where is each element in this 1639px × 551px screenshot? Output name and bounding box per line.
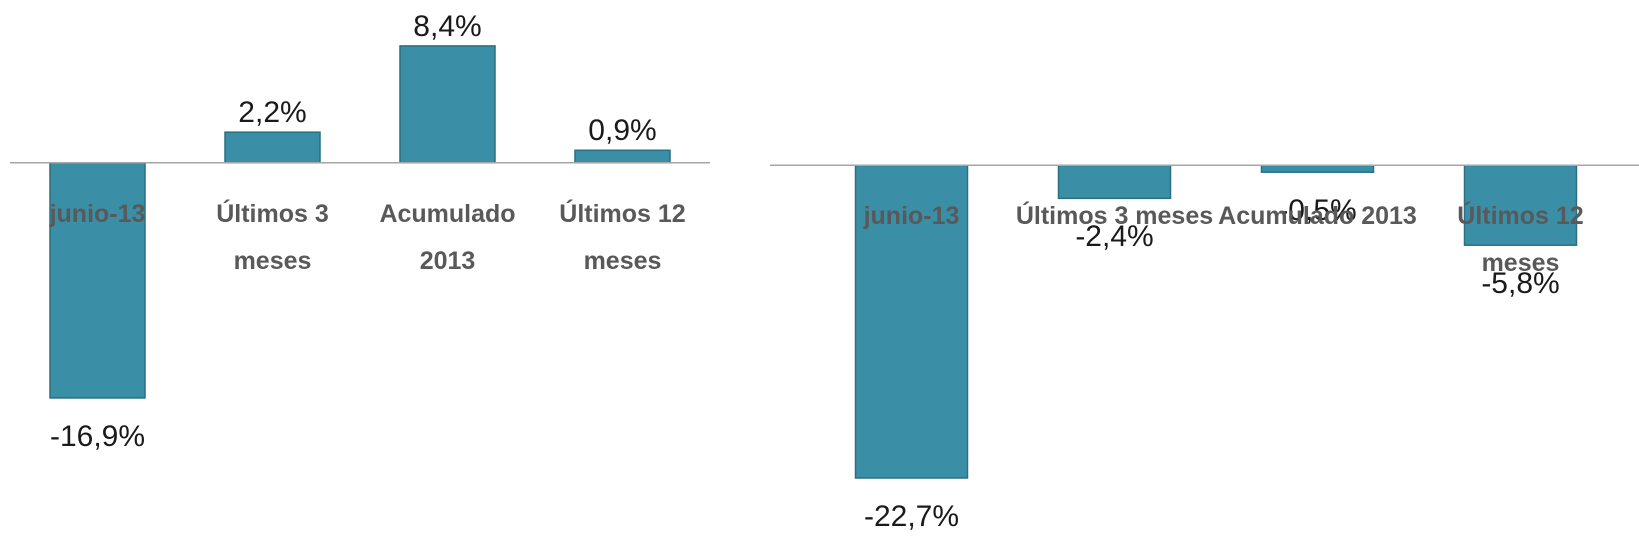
- value-label: -0,5%: [1278, 194, 1357, 228]
- bar: [1463, 164, 1578, 246]
- x-tick-label: Acumulado 2013: [1218, 202, 1417, 231]
- bar: [224, 131, 321, 164]
- x-tick-label: junio-13: [863, 202, 960, 231]
- x-tick-label: Últimos 12 meses: [559, 199, 686, 275]
- value-label: 0,9%: [588, 114, 657, 148]
- bar: [49, 162, 146, 399]
- bar: [1260, 164, 1375, 173]
- x-tick-label: Últimos 3 meses: [1015, 202, 1214, 231]
- x-tick-label: junio-13: [49, 199, 146, 228]
- value-label: 8,4%: [413, 9, 482, 43]
- bar: [574, 149, 671, 164]
- value-label: -2,4%: [1075, 220, 1154, 254]
- x-tick-label: Últimos 12 meses: [1457, 202, 1584, 278]
- value-label: 2,2%: [238, 96, 307, 130]
- value-label: -16,9%: [49, 419, 146, 453]
- x-tick-label: Últimos 3 meses: [216, 199, 329, 275]
- bar: [399, 45, 496, 164]
- x-tick-label: Acumulado 2013: [379, 199, 516, 275]
- value-label: -22,7%: [863, 499, 960, 533]
- value-label: -5,8%: [1481, 267, 1560, 301]
- bar: [1057, 164, 1172, 200]
- bar: [854, 164, 969, 479]
